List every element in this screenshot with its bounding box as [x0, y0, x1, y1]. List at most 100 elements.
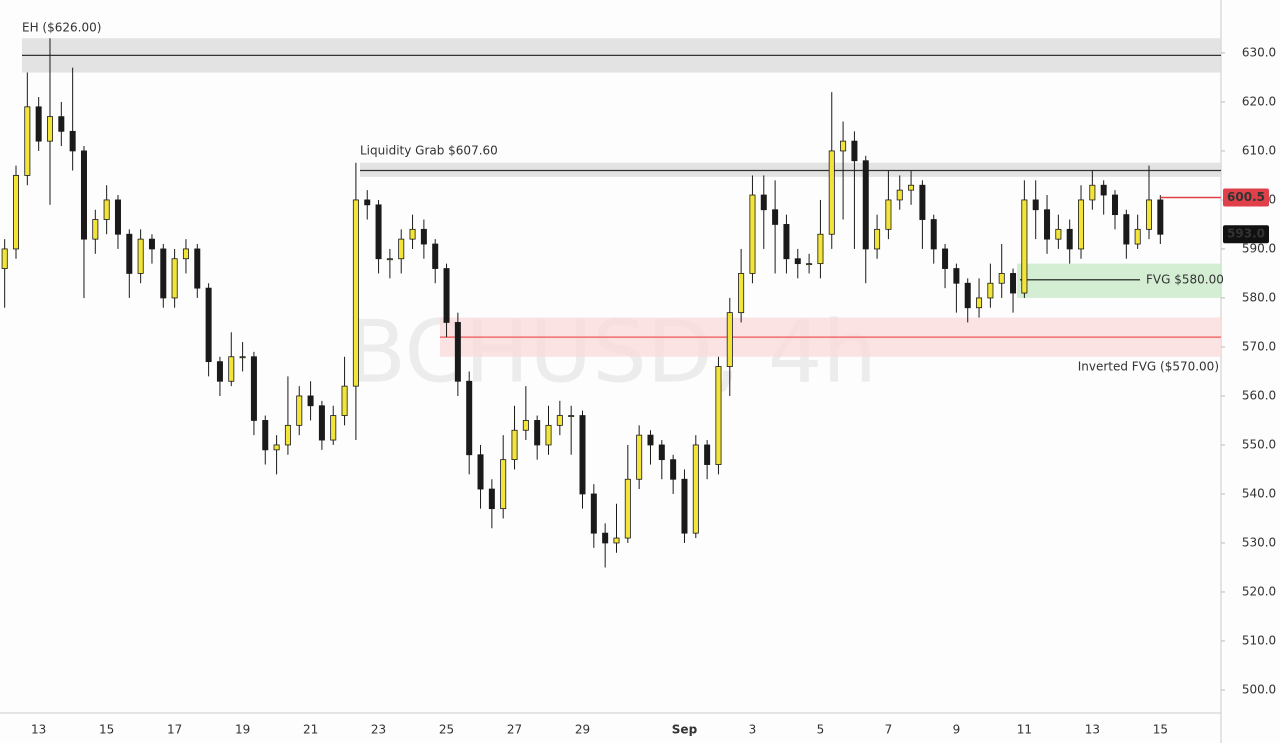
- annotation-label: Inverted FVG ($570.00): [1078, 360, 1219, 374]
- x-tick-label: 11: [1017, 723, 1032, 737]
- candle-body: [624, 478, 631, 539]
- y-tick-label: 610.0: [1242, 143, 1276, 157]
- candle-body: [896, 189, 903, 201]
- x-tick-label: 29: [575, 723, 590, 737]
- candle-body: [205, 287, 212, 363]
- candle-body: [681, 478, 688, 534]
- candle-body: [1146, 199, 1153, 230]
- x-tick-label: 7: [885, 723, 893, 737]
- y-tick-label: 530.0: [1242, 535, 1276, 549]
- candle-body: [375, 204, 382, 260]
- annotation-label: Liquidity Grab $607.60: [360, 144, 498, 158]
- candle-body: [885, 199, 892, 230]
- candle-body: [160, 248, 167, 299]
- candle-body: [828, 150, 835, 235]
- candle-body: [851, 140, 858, 162]
- candle-body: [670, 459, 677, 480]
- candle-body: [228, 356, 235, 382]
- candle-body: [715, 366, 722, 465]
- candle-body: [874, 228, 881, 250]
- candle-body: [250, 356, 257, 421]
- candle-body: [772, 209, 779, 225]
- candle-body: [80, 150, 87, 240]
- y-tick-label: 500.0: [1242, 682, 1276, 696]
- candle-body: [1157, 199, 1164, 235]
- candle-body: [454, 322, 461, 382]
- candle-body: [488, 488, 495, 510]
- zone: [1017, 263, 1221, 298]
- candle-body: [579, 415, 586, 495]
- candle-body: [194, 248, 201, 289]
- candle-body: [749, 194, 756, 274]
- candle-body: [1021, 199, 1028, 294]
- candle-body: [568, 415, 575, 417]
- candle-body: [704, 444, 711, 465]
- candle-body: [24, 106, 31, 176]
- candle-body: [613, 537, 620, 544]
- candle-body: [330, 415, 337, 441]
- candle-body: [443, 268, 450, 323]
- x-tick-label: 19: [235, 723, 250, 737]
- candle-body: [114, 199, 121, 235]
- candle-body: [296, 395, 303, 426]
- candle-body: [386, 258, 393, 261]
- candle-body: [1032, 199, 1039, 211]
- y-tick-label: 590.0: [1242, 241, 1276, 255]
- candle-body: [12, 175, 19, 250]
- y-tick-label: 630.0: [1242, 45, 1276, 59]
- candle-body: [511, 429, 518, 461]
- y-tick-label: 540.0: [1242, 486, 1276, 500]
- candle-body: [976, 297, 983, 309]
- x-tick-label: 9: [953, 723, 961, 737]
- y-tick-label: 520.0: [1242, 584, 1276, 598]
- candle-body: [534, 420, 541, 446]
- candle-body: [726, 312, 733, 367]
- candle-body: [1, 248, 8, 269]
- x-tick-label: 13: [1085, 723, 1100, 737]
- zone: [360, 162, 1221, 177]
- candle-body: [239, 356, 246, 359]
- candle-body: [103, 199, 110, 220]
- x-tick-label: 5: [817, 723, 825, 737]
- candle-body: [783, 224, 790, 260]
- candle-body: [1100, 184, 1107, 196]
- candle-body: [352, 199, 359, 387]
- candle-body: [1055, 228, 1062, 240]
- candle-body: [658, 444, 665, 461]
- y-tick-label: 570.0: [1242, 339, 1276, 353]
- candle-body: [1112, 194, 1119, 216]
- candle-body: [545, 424, 552, 446]
- candle-body: [148, 238, 155, 250]
- candle-body: [137, 238, 144, 274]
- candle-body: [307, 395, 314, 407]
- candle-body: [182, 248, 189, 260]
- candle-body: [341, 385, 348, 416]
- last-price-label: 593.0: [1227, 227, 1265, 241]
- candle-body: [466, 380, 473, 456]
- candle-body: [806, 263, 813, 266]
- candle-body: [409, 228, 416, 240]
- candle-body: [964, 282, 971, 309]
- candle-body: [1134, 228, 1141, 245]
- candle-body: [942, 248, 949, 269]
- candle-body: [432, 243, 439, 269]
- x-tick-label: 23: [371, 723, 386, 737]
- candle-body: [647, 434, 654, 446]
- x-tick-label: 15: [99, 723, 114, 737]
- candle-body: [930, 219, 937, 250]
- x-tick-label: 3: [749, 723, 757, 737]
- candle-body: [840, 140, 847, 152]
- y-tick-label: 580.0: [1242, 290, 1276, 304]
- candle-body: [590, 493, 597, 534]
- price-tag: [1223, 188, 1269, 207]
- candle-body: [126, 233, 133, 274]
- candle-body: [46, 116, 53, 142]
- candle-body: [69, 130, 76, 152]
- candle-body: [692, 444, 699, 534]
- candle-body: [171, 258, 178, 299]
- candle-body: [602, 532, 609, 544]
- candle-body: [522, 420, 529, 431]
- candle-body: [556, 415, 563, 426]
